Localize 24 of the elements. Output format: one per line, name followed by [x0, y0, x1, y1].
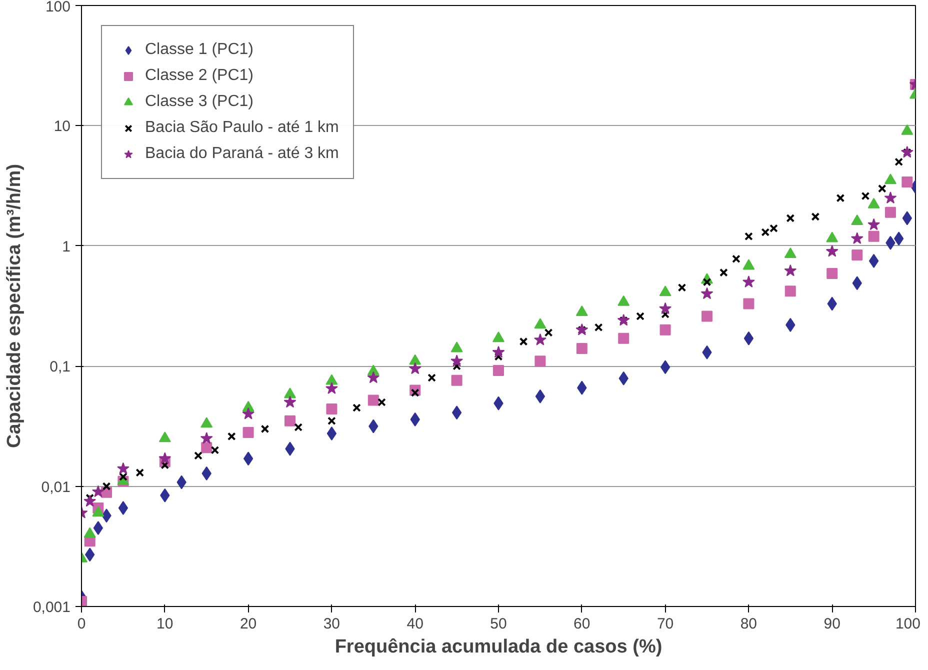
- y-tick-label: 0,01: [41, 478, 71, 496]
- legend-label: Classe 2 (PC1): [145, 67, 254, 85]
- legend-label: Bacia São Paulo - até 1 km: [145, 119, 339, 137]
- x-tick-label: 50: [490, 616, 507, 632]
- x-tick-label: 10: [156, 616, 174, 632]
- y-tick-label: 100: [45, 0, 71, 16]
- legend-label: Classe 3 (PC1): [145, 93, 254, 111]
- x-tick-label: 100: [895, 616, 921, 632]
- legend-label: Bacia do Paraná - até 3 km: [145, 145, 339, 163]
- y-tick-label: 0,001: [32, 599, 71, 616]
- legend-label: Classe 1 (PC1): [145, 41, 254, 59]
- x-tick-label: 60: [574, 616, 590, 632]
- x-tick-label: 40: [406, 616, 424, 632]
- x-tick-label: 70: [656, 616, 674, 632]
- y-tick-label: 10: [54, 118, 71, 136]
- x-tick-label: 80: [740, 616, 758, 632]
- y-tick-label: 1: [62, 238, 70, 256]
- x-tick-label: 90: [824, 616, 840, 632]
- x-tick-label: 20: [240, 616, 257, 632]
- x-tick-label: 30: [323, 616, 340, 632]
- y-tick-label: 0,1: [50, 358, 71, 376]
- y-axis-title: Capacidade específica (m³/h/m): [4, 164, 25, 448]
- x-axis-title: Frequência acumulada de casos (%): [334, 636, 662, 658]
- x-tick-label: 0: [77, 616, 86, 632]
